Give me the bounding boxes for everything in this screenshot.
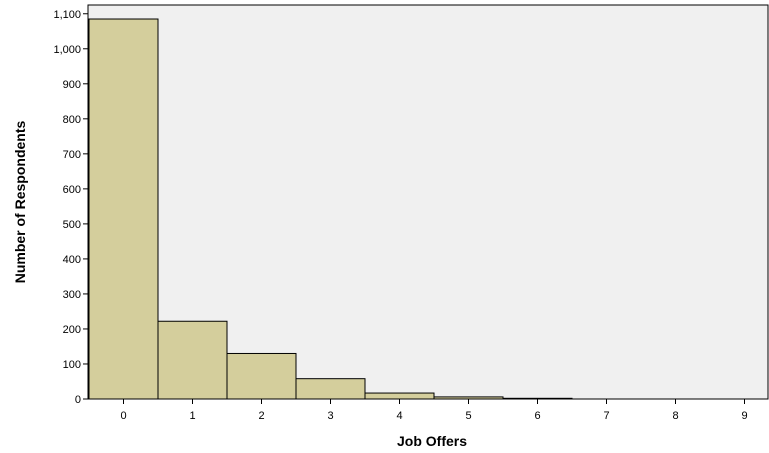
y-axis: 0 100 200 300 400 500 600 700 800 900 1,000 1,100: [53, 9, 88, 406]
x-tick-label: 9: [741, 410, 747, 422]
y-tick-label: 900: [63, 79, 81, 91]
y-tick-label: 300: [63, 289, 81, 301]
y-tick-label: 500: [63, 219, 81, 231]
x-tick-label: 6: [534, 410, 540, 422]
x-tick-label: 8: [672, 410, 678, 422]
x-tick-label: 4: [396, 410, 402, 422]
bar-1: [157, 320, 228, 400]
bar-6: [502, 397, 573, 400]
x-tick-label: 0: [120, 410, 126, 422]
y-tick-label: 700: [63, 149, 81, 161]
y-tick-label: 200: [63, 324, 81, 336]
x-tick-label: 1: [189, 410, 195, 422]
y-tick-label: 600: [63, 184, 81, 196]
y-tick-label: 1,100: [53, 9, 81, 21]
y-tick-label: 1,000: [53, 44, 81, 56]
x-tick-label: 7: [603, 410, 609, 422]
x-tick-label: 3: [327, 410, 333, 422]
bars-group: [88, 18, 573, 400]
bar-2: [226, 352, 297, 400]
bar-0: [88, 18, 159, 400]
bar-5: [433, 396, 504, 400]
bar-3: [295, 378, 366, 400]
y-tick-label: 0: [75, 394, 81, 406]
x-tick-label: 5: [465, 410, 471, 422]
x-axis-title: Job Offers: [397, 433, 467, 449]
y-tick-label: 400: [63, 254, 81, 266]
bar-4: [364, 392, 435, 400]
x-axis: 0 1 2 3 4 5 6 7 8 9: [120, 399, 748, 422]
x-tick-label: 2: [258, 410, 264, 422]
y-axis-title: Number of Respondents: [12, 121, 28, 284]
y-tick-label: 800: [63, 114, 81, 126]
y-tick-label: 100: [63, 359, 81, 371]
